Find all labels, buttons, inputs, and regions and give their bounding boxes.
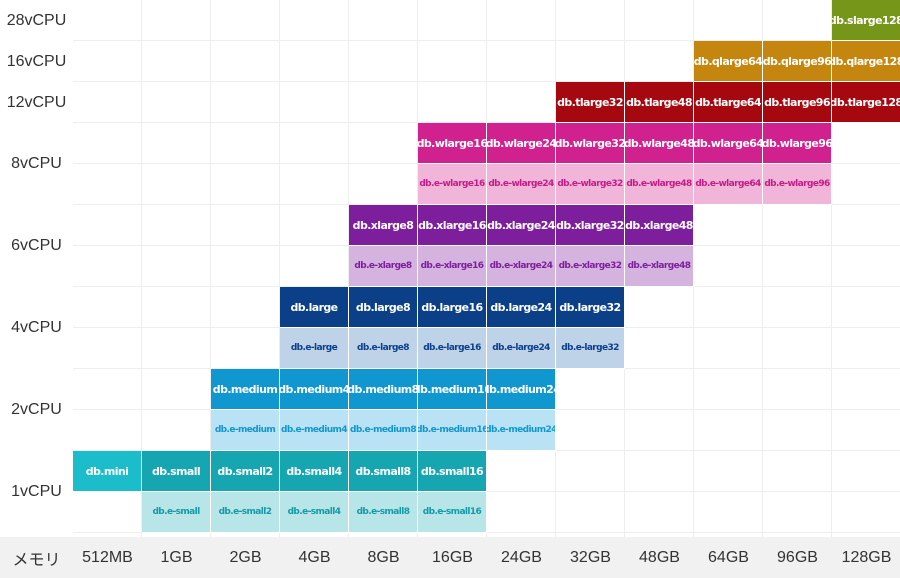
standard-instance-cell: db.xlarge8: [349, 205, 418, 246]
economy-instance-cell: db.e-medium4: [280, 410, 349, 451]
standard-instance-cell: db.small8: [349, 451, 418, 492]
grid-line-vertical: [279, 0, 280, 537]
x-tick-label: 64GB: [708, 548, 749, 566]
y-tick-label: 1vCPU: [11, 483, 62, 500]
standard-instance-cell: db.xlarge48: [625, 205, 694, 246]
standard-instance-cell: db.wlarge16: [418, 123, 487, 164]
x-tick-label: 128GB: [841, 548, 892, 566]
standard-instance-cell: db.tlarge32: [556, 82, 625, 123]
economy-instance-cell: db.e-small8: [349, 492, 418, 533]
standard-instance-cell: db.small4: [280, 451, 349, 492]
economy-instance-cell: db.e-medium16: [418, 410, 487, 451]
economy-instance-cell: db.e-xlarge16: [418, 246, 487, 287]
x-tick-label: 1GB: [160, 548, 193, 566]
economy-instance-cell: db.e-medium24: [487, 410, 556, 451]
standard-instance-cell: db.medium: [211, 369, 280, 410]
standard-instance-cell: db.qlarge96: [763, 41, 832, 82]
x-axis-header: メモリ: [12, 551, 61, 569]
y-tick-label: 2vCPU: [11, 401, 62, 418]
standard-instance-cell: db.medium16: [418, 369, 487, 410]
economy-instance-cell: db.e-xlarge48: [625, 246, 694, 287]
grid-line-vertical: [141, 0, 142, 537]
x-tick-label: 16GB: [432, 548, 473, 566]
x-tick-label: 96GB: [777, 548, 818, 566]
standard-instance-cell: db.tlarge96: [763, 82, 832, 123]
standard-instance-cell: db.qlarge64: [694, 41, 763, 82]
x-tick-label: 8GB: [367, 548, 400, 566]
standard-instance-cell: db.large16: [418, 287, 487, 328]
economy-instance-cell: db.e-small2: [211, 492, 280, 533]
standard-instance-cell: db.xlarge16: [418, 205, 487, 246]
standard-instance-cell: db.slarge128: [832, 0, 900, 41]
grid-line-vertical: [210, 0, 211, 537]
standard-instance-cell: db.small2: [211, 451, 280, 492]
standard-instance-cell: db.tlarge48: [625, 82, 694, 123]
x-tick-label: 512MB: [82, 548, 133, 566]
economy-instance-cell: db.e-large8: [349, 328, 418, 369]
standard-instance-cell: db.xlarge32: [556, 205, 625, 246]
grid-line-vertical: [762, 0, 763, 537]
grid-line-vertical: [831, 0, 832, 537]
economy-instance-cell: db.e-wlarge96: [763, 164, 832, 205]
standard-instance-cell: db.qlarge128: [832, 41, 900, 82]
grid-line-horizontal: [73, 122, 900, 123]
economy-instance-cell: db.e-xlarge24: [487, 246, 556, 287]
economy-instance-cell: db.e-xlarge32: [556, 246, 625, 287]
x-tick-label: 4GB: [298, 548, 331, 566]
y-tick-label: 16vCPU: [6, 52, 67, 70]
standard-instance-cell: db.wlarge96: [763, 123, 832, 164]
x-tick-label: 24GB: [501, 548, 542, 566]
standard-instance-cell: db.large24: [487, 287, 556, 328]
grid-line-horizontal: [73, 81, 900, 82]
standard-instance-cell: db.wlarge32: [556, 123, 625, 164]
y-tick-label: 8vCPU: [11, 155, 62, 172]
standard-instance-cell: db.wlarge48: [625, 123, 694, 164]
standard-instance-cell: db.medium24: [487, 369, 556, 410]
economy-instance-cell: db.e-xlarge8: [349, 246, 418, 287]
economy-instance-cell: db.e-wlarge32: [556, 164, 625, 205]
economy-instance-cell: db.e-small: [142, 492, 211, 533]
standard-instance-cell: db.medium8: [349, 369, 418, 410]
economy-instance-cell: db.e-wlarge64: [694, 164, 763, 205]
economy-instance-cell: db.e-small16: [418, 492, 487, 533]
standard-instance-cell: db.small16: [418, 451, 487, 492]
x-tick-label: 2GB: [229, 548, 262, 566]
grid-line-horizontal: [73, 40, 900, 41]
standard-instance-cell: db.large32: [556, 287, 625, 328]
y-axis-bg: [0, 0, 73, 537]
economy-instance-cell: db.e-medium: [211, 410, 280, 451]
standard-instance-cell: db.xlarge24: [487, 205, 556, 246]
standard-instance-cell: db.large: [280, 287, 349, 328]
y-tick-label: 28vCPU: [6, 11, 67, 29]
standard-instance-cell: db.tlarge64: [694, 82, 763, 123]
economy-instance-cell: db.e-wlarge16: [418, 164, 487, 205]
economy-instance-cell: db.e-large24: [487, 328, 556, 369]
economy-instance-cell: db.e-small4: [280, 492, 349, 533]
standard-instance-cell: db.large8: [349, 287, 418, 328]
standard-instance-cell: db.wlarge64: [694, 123, 763, 164]
standard-instance-cell: db.wlarge24: [487, 123, 556, 164]
x-axis-bg: [0, 537, 900, 578]
y-tick-label: 4vCPU: [11, 319, 62, 336]
economy-instance-cell: db.e-wlarge48: [625, 164, 694, 205]
standard-instance-cell: db.medium4: [280, 369, 349, 410]
standard-instance-cell: db.small: [142, 451, 211, 492]
standard-instance-cell: db.tlarge128: [832, 82, 900, 123]
economy-instance-cell: db.e-wlarge24: [487, 164, 556, 205]
x-tick-label: 32GB: [570, 548, 611, 566]
standard-instance-cell: db.mini: [73, 451, 142, 492]
x-tick-label: 48GB: [639, 548, 680, 566]
economy-instance-cell: db.e-large: [280, 328, 349, 369]
economy-instance-cell: db.e-large32: [556, 328, 625, 369]
economy-instance-cell: db.e-large16: [418, 328, 487, 369]
y-tick-label: 6vCPU: [11, 237, 62, 254]
grid-line-vertical: [348, 0, 349, 537]
y-tick-label: 12vCPU: [6, 93, 67, 111]
economy-instance-cell: db.e-medium8: [349, 410, 418, 451]
